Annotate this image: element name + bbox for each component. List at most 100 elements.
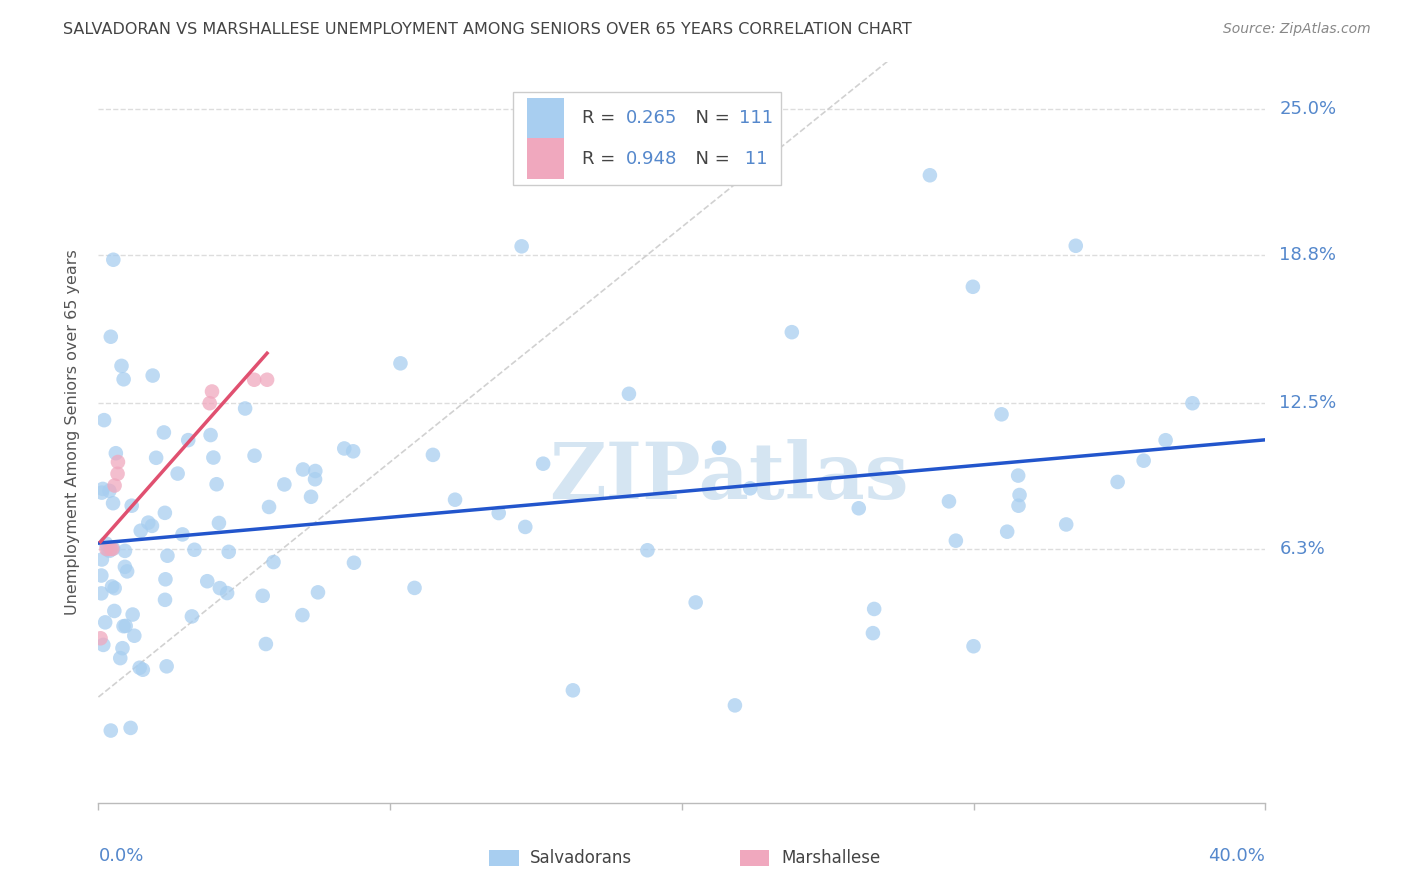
Point xyxy=(104,446,127,460)
Point xyxy=(291,608,314,623)
Point xyxy=(198,396,221,410)
Text: 6.3%: 6.3% xyxy=(1279,540,1324,558)
Point xyxy=(862,626,884,640)
Point xyxy=(1181,396,1204,410)
Point xyxy=(208,581,231,595)
Point xyxy=(136,516,159,530)
Point xyxy=(103,541,125,556)
Point xyxy=(115,565,138,579)
Text: R =: R = xyxy=(582,109,620,127)
Point xyxy=(103,252,125,267)
Point xyxy=(205,477,228,491)
Point xyxy=(233,401,256,416)
Point xyxy=(91,482,114,496)
Point xyxy=(217,586,239,600)
Point xyxy=(995,524,1018,539)
FancyBboxPatch shape xyxy=(741,850,769,866)
Point xyxy=(177,433,200,447)
Point xyxy=(145,450,167,465)
Text: Source: ZipAtlas.com: Source: ZipAtlas.com xyxy=(1223,22,1371,37)
Point xyxy=(208,516,231,530)
Point xyxy=(100,723,122,738)
Point xyxy=(200,428,222,442)
FancyBboxPatch shape xyxy=(527,138,564,179)
Point xyxy=(141,519,163,533)
Point xyxy=(561,683,583,698)
Point xyxy=(515,520,537,534)
Point xyxy=(256,373,278,387)
FancyBboxPatch shape xyxy=(527,97,564,138)
Point xyxy=(304,464,326,478)
Point xyxy=(107,455,129,469)
Point xyxy=(96,541,118,556)
Point xyxy=(201,384,224,399)
Point xyxy=(724,698,747,713)
Point xyxy=(257,500,280,514)
Point xyxy=(389,356,412,370)
Point xyxy=(304,472,326,486)
Point xyxy=(488,506,510,520)
Point xyxy=(404,581,426,595)
Text: 40.0%: 40.0% xyxy=(1209,847,1265,865)
Point xyxy=(153,506,176,520)
Text: N =: N = xyxy=(685,109,735,127)
Point xyxy=(243,373,266,387)
FancyBboxPatch shape xyxy=(513,92,782,185)
Point xyxy=(1064,239,1087,253)
Text: 25.0%: 25.0% xyxy=(1279,101,1337,119)
Point xyxy=(617,386,640,401)
Point xyxy=(343,556,366,570)
Point xyxy=(120,721,142,735)
Point xyxy=(422,448,444,462)
Point xyxy=(93,413,115,427)
Point xyxy=(707,441,730,455)
Point xyxy=(636,543,658,558)
Point xyxy=(129,524,152,538)
Point xyxy=(780,325,803,339)
Point xyxy=(218,545,240,559)
Point xyxy=(195,574,218,589)
Point xyxy=(510,239,533,253)
Point xyxy=(124,629,146,643)
Text: 12.5%: 12.5% xyxy=(1279,394,1337,412)
Text: N =: N = xyxy=(685,150,735,168)
Point xyxy=(685,595,707,609)
Point xyxy=(97,542,120,557)
Point xyxy=(918,168,941,182)
Point xyxy=(91,638,114,652)
Point xyxy=(243,449,266,463)
Point xyxy=(292,462,315,476)
Point xyxy=(307,585,329,599)
Point xyxy=(101,496,124,510)
Point xyxy=(333,442,356,456)
Point xyxy=(107,467,129,481)
Point xyxy=(273,477,295,491)
Point xyxy=(104,581,127,595)
Point xyxy=(172,527,194,541)
Point xyxy=(254,637,277,651)
Point xyxy=(166,467,188,481)
Point xyxy=(531,457,554,471)
Point xyxy=(128,661,150,675)
Point xyxy=(100,541,122,556)
Point xyxy=(153,425,176,440)
Point xyxy=(94,615,117,630)
Point xyxy=(299,490,322,504)
Point xyxy=(156,549,179,563)
Point xyxy=(98,544,121,558)
Point xyxy=(94,536,117,550)
Point xyxy=(848,501,870,516)
Y-axis label: Unemployment Among Seniors over 65 years: Unemployment Among Seniors over 65 years xyxy=(65,250,80,615)
Text: Salvadorans: Salvadorans xyxy=(530,849,633,867)
Point xyxy=(1054,517,1077,532)
Point xyxy=(121,607,143,622)
Point xyxy=(444,492,467,507)
Point xyxy=(156,659,179,673)
Text: 0.265: 0.265 xyxy=(626,109,678,127)
Point xyxy=(132,663,155,677)
Point xyxy=(153,592,176,607)
Point xyxy=(110,359,132,373)
Text: SALVADORAN VS MARSHALLESE UNEMPLOYMENT AMONG SENIORS OVER 65 YEARS CORRELATION C: SALVADORAN VS MARSHALLESE UNEMPLOYMENT A… xyxy=(63,22,912,37)
Text: 111: 111 xyxy=(740,109,773,127)
Point xyxy=(114,619,136,633)
